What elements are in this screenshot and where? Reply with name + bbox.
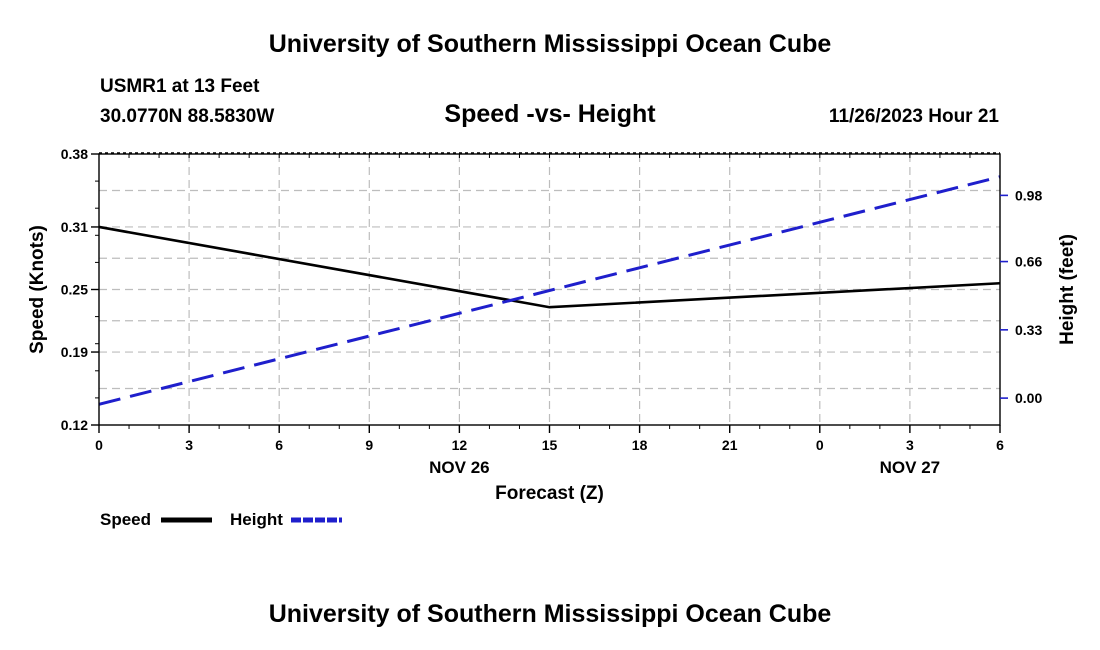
x-tick-label: 3 [185,437,193,453]
y-tick-label: 0.38 [61,146,88,162]
y-tick-label: 0.31 [61,219,88,235]
x-tick-label: 15 [542,437,558,453]
y2-axis-title: Height (feet) [1057,234,1078,345]
station-label: USMR1 at 13 Feet [100,76,260,97]
date-label: 11/26/2023 Hour 21 [828,106,999,127]
series-line-height [98,175,1001,406]
y-tick-label: 0.25 [61,282,88,298]
date-label: NOV 27 [880,458,940,477]
y2-tick-label: 0.98 [1015,187,1042,203]
x-tick-label: 3 [906,437,914,453]
x-tick-label: 6 [275,437,283,453]
y-axis-title: Speed (Knots) [27,225,48,354]
series-line-speed [98,225,1001,309]
legend-label-height: Height [230,510,283,529]
y2-tick-label: 0.66 [1015,254,1042,270]
date-label: NOV 26 [429,458,489,477]
chart-title: Speed -vs- Height [444,100,656,128]
y2-tick-label: 0.33 [1015,322,1042,338]
y-tick-label: 0.12 [61,417,88,433]
x-axis-title: Forecast (Z) [495,483,604,504]
x-tick-label: 6 [996,437,1004,453]
page-title-top: University of Southern Mississippi Ocean… [268,30,832,58]
x-tick-label: 0 [95,437,103,453]
x-tick-label: 0 [816,437,824,453]
coordinates-label: 30.0770N 88.5830W [100,106,275,127]
legend-label-speed: Speed [100,510,151,529]
page-title-bottom: University of Southern Mississippi Ocean… [268,600,832,628]
y-tick-label: 0.19 [61,344,88,360]
x-tick-label: 9 [365,437,373,453]
x-tick-label: 12 [452,437,468,453]
x-tick-label: 21 [722,437,738,453]
y2-tick-label: 0.00 [1015,390,1042,406]
x-tick-label: 18 [632,437,648,453]
